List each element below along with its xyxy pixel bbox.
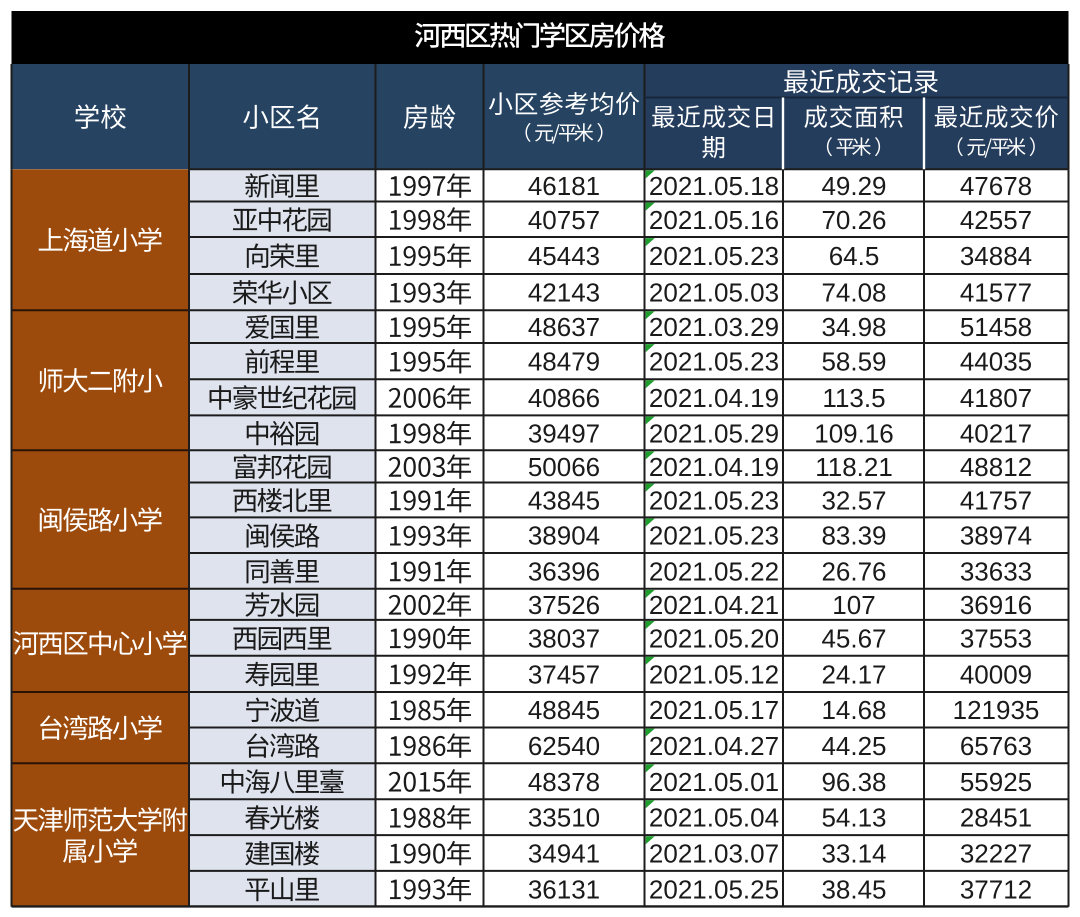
svg-text:44035: 44035 — [960, 347, 1032, 377]
svg-text:2021.05.03: 2021.05.03 — [649, 278, 779, 308]
svg-text:2021.05.16: 2021.05.16 — [649, 205, 779, 235]
svg-text:2021.05.18: 2021.05.18 — [649, 171, 779, 201]
svg-text:49.29: 49.29 — [821, 171, 886, 201]
svg-text:42143: 42143 — [528, 278, 600, 308]
svg-text:36916: 36916 — [960, 590, 1032, 620]
svg-text:2021.04.19: 2021.04.19 — [649, 452, 779, 482]
svg-text:96.38: 96.38 — [821, 767, 886, 797]
svg-text:113.5: 113.5 — [822, 383, 885, 413]
svg-text:14.68: 14.68 — [821, 695, 886, 725]
svg-text:24.17: 24.17 — [821, 659, 886, 689]
svg-text:2021.03.29: 2021.03.29 — [649, 312, 779, 342]
svg-text:33510: 33510 — [528, 803, 600, 833]
svg-text:34.98: 34.98 — [821, 312, 886, 342]
svg-text:47678: 47678 — [960, 171, 1032, 201]
svg-text:65763: 65763 — [960, 731, 1032, 761]
svg-text:37553: 37553 — [960, 623, 1032, 653]
svg-text:48637: 48637 — [528, 312, 600, 342]
svg-text:38.45: 38.45 — [821, 874, 886, 904]
svg-text:2021.05.23: 2021.05.23 — [649, 521, 779, 551]
svg-text:54.13: 54.13 — [821, 803, 886, 833]
svg-text:2021.05.23: 2021.05.23 — [649, 347, 779, 377]
svg-text:2021.03.07: 2021.03.07 — [649, 839, 779, 869]
svg-text:2021.04.21: 2021.04.21 — [649, 590, 779, 620]
svg-text:2021.05.22: 2021.05.22 — [649, 556, 779, 586]
svg-text:48479: 48479 — [528, 347, 600, 377]
svg-text:121935: 121935 — [953, 695, 1040, 725]
svg-text:62540: 62540 — [528, 731, 600, 761]
svg-text:37526: 37526 — [528, 590, 600, 620]
svg-text:44.25: 44.25 — [821, 731, 886, 761]
svg-text:38037: 38037 — [528, 623, 600, 653]
svg-text:83.39: 83.39 — [821, 521, 886, 551]
svg-text:55925: 55925 — [960, 767, 1032, 797]
svg-text:45.67: 45.67 — [821, 623, 886, 653]
svg-text:36396: 36396 — [528, 556, 600, 586]
svg-text:2021.05.29: 2021.05.29 — [649, 418, 779, 448]
svg-text:74.08: 74.08 — [821, 278, 886, 308]
svg-text:48378: 48378 — [528, 767, 600, 797]
svg-text:38974: 38974 — [960, 521, 1032, 551]
svg-text:33.14: 33.14 — [821, 839, 886, 869]
svg-text:41757: 41757 — [960, 485, 1032, 515]
svg-text:32227: 32227 — [960, 839, 1032, 869]
svg-text:51458: 51458 — [960, 312, 1032, 342]
svg-text:2021.05.04: 2021.05.04 — [649, 803, 779, 833]
svg-text:2021.05.12: 2021.05.12 — [649, 659, 779, 689]
svg-text:33633: 33633 — [960, 556, 1032, 586]
svg-text:39497: 39497 — [528, 418, 600, 448]
svg-text:70.26: 70.26 — [821, 205, 886, 235]
svg-text:2021.04.19: 2021.04.19 — [649, 383, 779, 413]
svg-text:41577: 41577 — [960, 278, 1032, 308]
svg-text:40217: 40217 — [960, 418, 1032, 448]
svg-text:37457: 37457 — [528, 659, 600, 689]
svg-text:40757: 40757 — [528, 205, 600, 235]
svg-text:40866: 40866 — [528, 383, 600, 413]
svg-text:2021.05.25: 2021.05.25 — [649, 874, 779, 904]
svg-text:26.76: 26.76 — [821, 556, 886, 586]
svg-text:41807: 41807 — [960, 383, 1032, 413]
svg-text:2021.05.23: 2021.05.23 — [649, 241, 779, 271]
svg-text:42557: 42557 — [960, 205, 1032, 235]
svg-text:32.57: 32.57 — [821, 485, 886, 515]
svg-text:64.5: 64.5 — [829, 241, 880, 271]
svg-text:2021.05.17: 2021.05.17 — [649, 695, 779, 725]
svg-text:43845: 43845 — [528, 485, 600, 515]
svg-text:46181: 46181 — [528, 171, 600, 201]
svg-text:38904: 38904 — [528, 521, 600, 551]
svg-text:2021.04.27: 2021.04.27 — [649, 731, 779, 761]
svg-text:36131: 36131 — [528, 874, 600, 904]
svg-text:45443: 45443 — [528, 241, 600, 271]
svg-text:58.59: 58.59 — [821, 347, 886, 377]
svg-text:48812: 48812 — [960, 452, 1032, 482]
svg-text:107: 107 — [832, 590, 875, 620]
svg-text:109.16: 109.16 — [814, 418, 894, 448]
svg-text:50066: 50066 — [528, 452, 600, 482]
svg-text:118.21: 118.21 — [815, 452, 893, 482]
svg-text:37712: 37712 — [960, 874, 1032, 904]
svg-text:2021.05.20: 2021.05.20 — [649, 623, 779, 653]
svg-text:34941: 34941 — [528, 839, 600, 869]
svg-text:40009: 40009 — [960, 659, 1032, 689]
svg-text:28451: 28451 — [960, 803, 1032, 833]
svg-text:34884: 34884 — [960, 241, 1032, 271]
svg-text:2021.05.23: 2021.05.23 — [649, 485, 779, 515]
svg-text:48845: 48845 — [528, 695, 600, 725]
svg-text:2021.05.01: 2021.05.01 — [649, 767, 779, 797]
